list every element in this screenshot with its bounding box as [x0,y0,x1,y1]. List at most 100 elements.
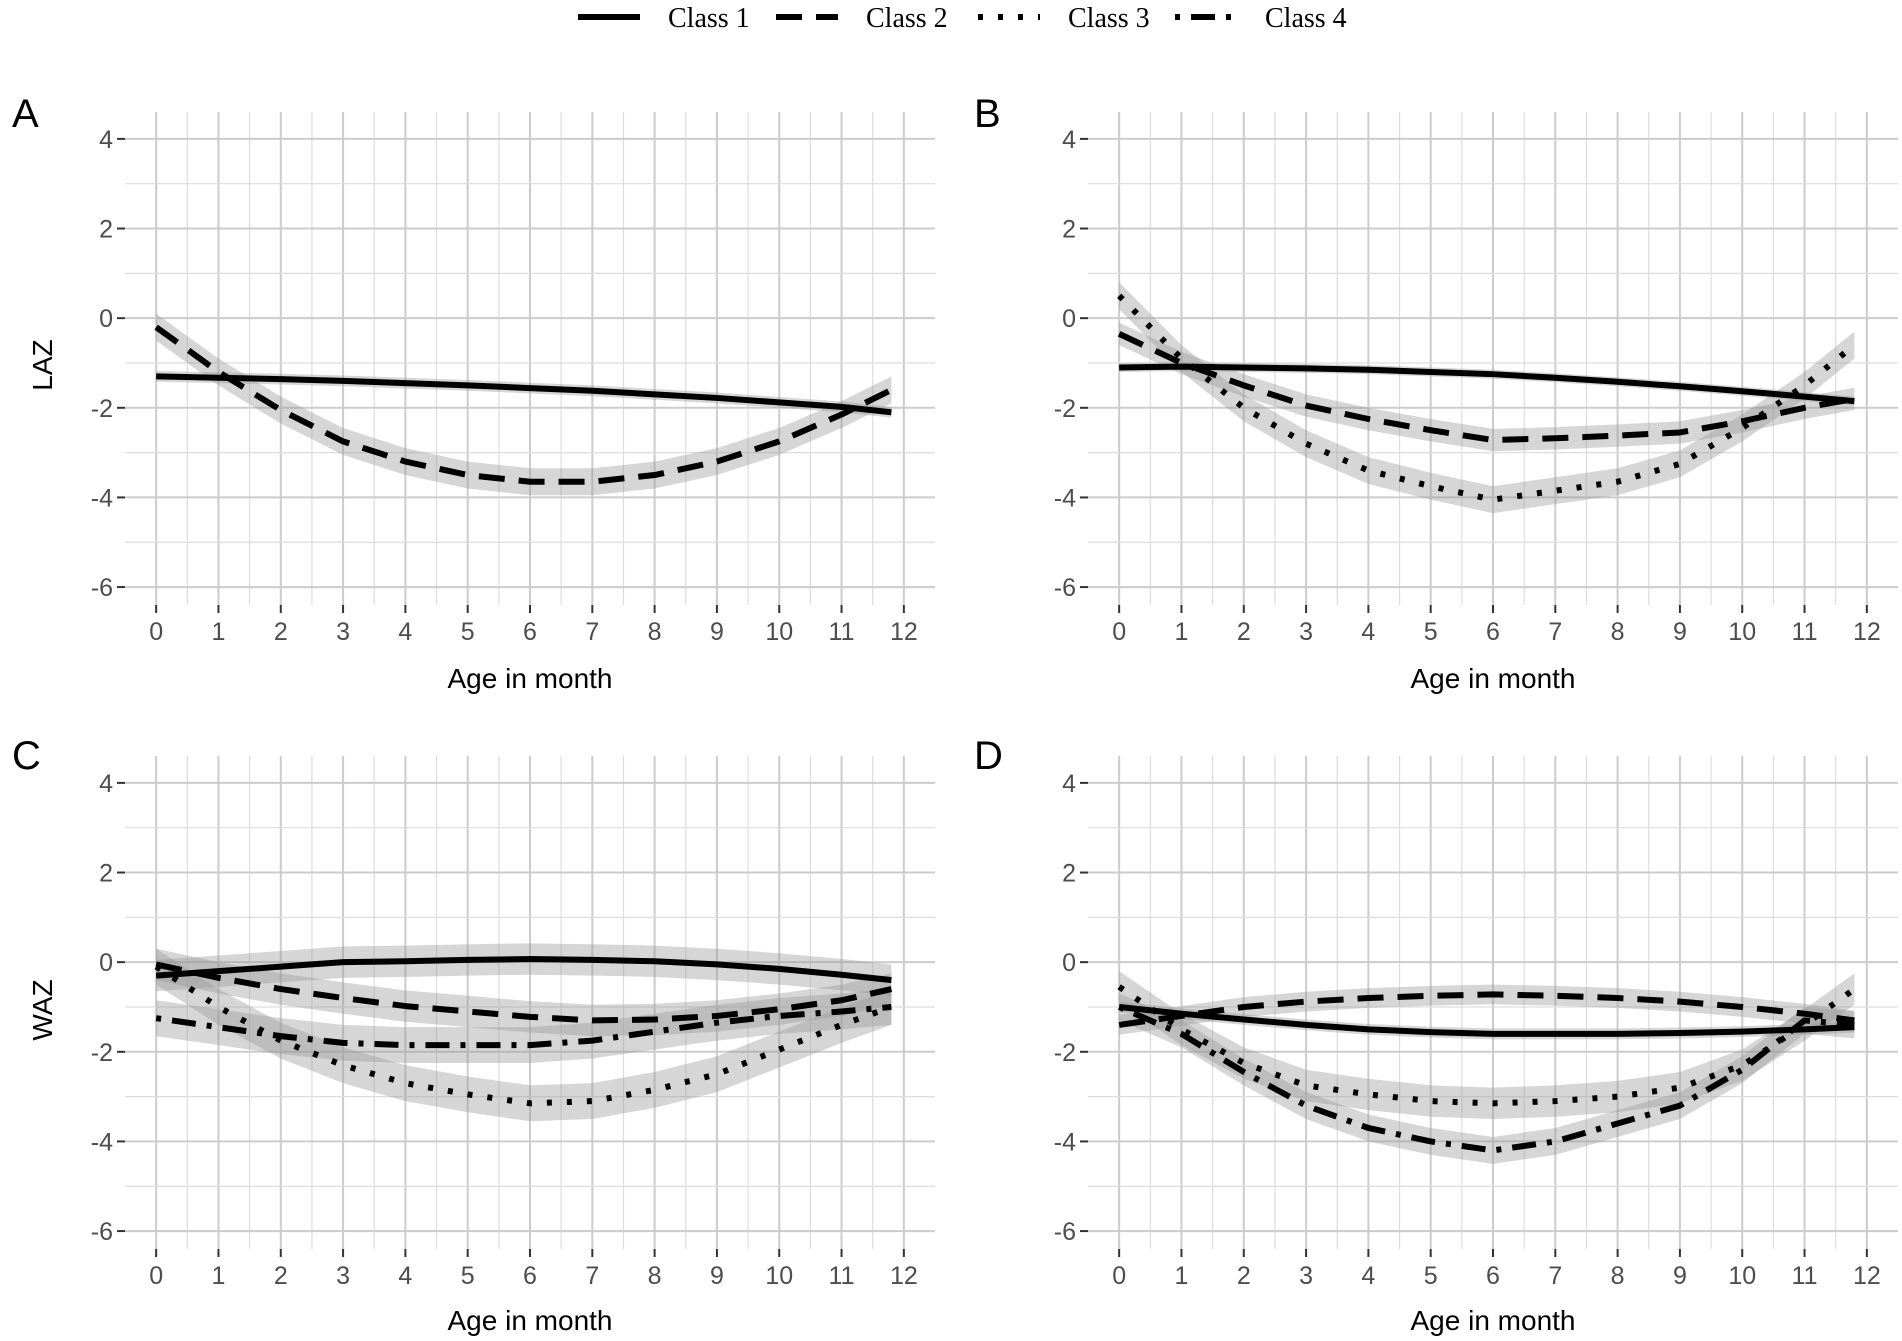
x-tick-label-a-2: 2 [274,618,288,646]
x-tick-label-b-5: 5 [1424,618,1438,646]
ci-band-d-class-4 [1119,993,1855,1164]
legend-entry-1: Class 1 [578,3,750,34]
x-tick-label-d-4: 4 [1361,1262,1375,1290]
ci-band-d-class-1 [1119,1001,1855,1040]
y-tick-label-d-1: -4 [1054,1128,1076,1156]
y-tick-label-c-1: -4 [91,1128,113,1156]
x-tick-label-b-4: 4 [1361,618,1375,646]
grid-c [125,756,935,1249]
x-tick-label-b-3: 3 [1299,618,1313,646]
x-tick-label-b-7: 7 [1548,618,1562,646]
x-tick-label-b-11: 11 [1792,618,1818,646]
series-line-c-class-2 [155,961,893,1024]
y-axis-title-a: LAZ [27,339,58,390]
y-tick-label-d-0: -6 [1054,1218,1076,1246]
legend-label-4: Class 4 [1265,3,1347,34]
x-tick-label-a-3: 3 [336,618,350,646]
series-line-d-class-2 [1118,991,1855,1028]
x-tick-label-a-7: 7 [585,618,599,646]
x-tick-label-d-1: 1 [1175,1262,1189,1290]
x-tick-label-b-0: 0 [1112,618,1126,646]
legend-label-3: Class 3 [1068,3,1150,34]
x-tick-label-c-3: 3 [336,1262,350,1290]
x-axis-title-d: Age in month [1411,1305,1576,1336]
x-tick-label-a-9: 9 [710,618,724,646]
y-tick-label-a-0: -6 [91,574,113,602]
x-tick-label-c-12: 12 [890,1262,918,1290]
x-tick-label-c-6: 6 [523,1262,537,1290]
series-line-a-class-1 [156,373,892,416]
x-tick-label-c-4: 4 [398,1262,412,1290]
series-line-d-class-4 [1117,1004,1855,1154]
x-axis-title-c: Age in month [448,1305,613,1336]
series-line-c-class-3 [154,964,893,1107]
y-tick-label-d-2: -2 [1054,1039,1076,1067]
ci-band-a-class-2 [156,313,892,496]
legend-entry-2: Class 2 [776,3,948,34]
series-line-c-class-1 [155,956,892,984]
x-tick-label-b-8: 8 [1611,618,1625,646]
series-line-a-class-2 [154,324,893,485]
x-tick-label-b-2: 2 [1237,618,1251,646]
x-tick-label-b-1: 1 [1175,618,1189,646]
x-tick-label-d-8: 8 [1611,1262,1625,1290]
x-tick-label-d-3: 3 [1299,1262,1313,1290]
x-tick-label-a-6: 6 [523,618,537,646]
y-tick-label-c-4: 2 [99,860,113,888]
x-tick-label-a-12: 12 [890,618,918,646]
series-line-b-class-1 [1119,363,1855,405]
y-axis-title-c: WAZ [27,979,58,1040]
y-tick-label-c-2: -2 [91,1039,113,1067]
y-tick-label-c-5: 4 [99,770,113,798]
x-tick-label-b-12: 12 [1853,618,1881,646]
y-tick-label-d-5: 4 [1062,770,1076,798]
grid-b [1088,112,1898,605]
grid-a [125,112,935,605]
x-tick-label-d-2: 2 [1237,1262,1251,1290]
panel-letter-b: B [974,92,1001,136]
x-axis-title-a: Age in month [448,663,613,694]
y-tick-label-c-0: -6 [91,1218,113,1246]
series-line-b-class-2 [1117,331,1855,444]
series-line-d-class-1 [1118,1003,1855,1037]
y-tick-label-b-3: 0 [1062,305,1076,333]
ci-band-b-class-3 [1119,282,1855,514]
legend: Class 1 Class 2 Class 3 Class 4 [578,3,1347,34]
y-tick-label-a-1: -4 [91,484,113,512]
legend-label-1: Class 1 [668,3,750,34]
panel-letter-c: C [12,734,41,778]
x-tick-label-a-4: 4 [398,618,412,646]
x-tick-label-d-9: 9 [1673,1262,1687,1290]
y-tick-label-b-1: -4 [1054,484,1076,512]
x-tick-label-d-5: 5 [1424,1262,1438,1290]
x-tick-label-d-10: 10 [1728,1262,1756,1290]
x-tick-label-c-9: 9 [710,1262,724,1290]
y-tick-label-b-2: -2 [1054,395,1076,423]
y-tick-label-b-5: 4 [1062,126,1076,154]
y-tick-label-a-4: 2 [99,216,113,244]
y-tick-label-d-4: 2 [1062,860,1076,888]
x-tick-label-d-0: 0 [1112,1262,1126,1290]
x-tick-label-c-10: 10 [765,1262,793,1290]
legend-label-2: Class 2 [866,3,948,34]
y-tick-label-c-3: 0 [99,949,113,977]
x-tick-label-c-7: 7 [585,1262,599,1290]
x-tick-label-d-7: 7 [1548,1262,1562,1290]
x-tick-label-b-9: 9 [1673,618,1687,646]
x-tick-label-b-10: 10 [1728,618,1756,646]
grid-d [1088,756,1898,1249]
series-line-c-class-4 [155,1003,892,1049]
x-tick-label-c-2: 2 [274,1262,288,1290]
panel-letter-d: D [974,734,1003,778]
x-tick-label-c-8: 8 [648,1262,662,1290]
x-tick-label-a-0: 0 [149,618,163,646]
x-tick-label-b-6: 6 [1486,618,1500,646]
x-tick-label-a-8: 8 [648,618,662,646]
y-tick-label-b-0: -6 [1054,574,1076,602]
y-tick-label-d-3: 0 [1062,949,1076,977]
x-tick-label-a-11: 11 [829,618,855,646]
